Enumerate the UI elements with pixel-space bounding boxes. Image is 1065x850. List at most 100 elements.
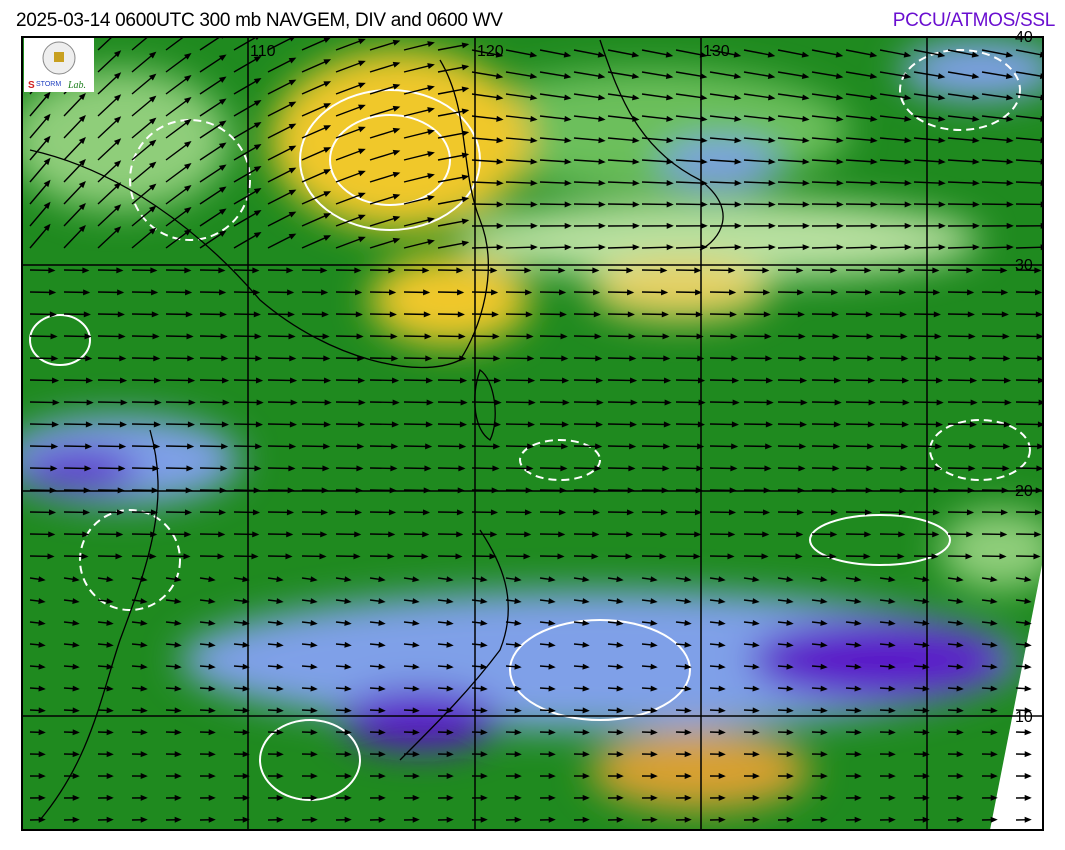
wind-vector-head [38,707,46,714]
wind-vector-head [116,509,125,516]
wind-vector-head [514,576,522,583]
wind-vector-head [455,553,463,560]
wind-vector-head [718,685,726,692]
wind-vector-head [82,531,90,538]
wind-vector-head [869,73,878,80]
wind-vector-head [990,641,998,648]
wind-vector-head [525,311,533,318]
wind-vector-head [355,289,363,296]
wind-vector-head [43,113,51,122]
wind-vector-head [956,773,964,780]
wind-vector-head [85,377,94,384]
wind-vector-head [51,443,59,450]
wind-vector-head [220,465,228,472]
wind-vector-head [496,201,504,208]
wind-vector-head [990,619,998,626]
wind-vector-head [412,751,420,758]
wind-vector-head [592,267,600,274]
wind-vector-head [990,794,998,801]
wind-vector-head [255,355,263,362]
wind-vector-head [616,663,624,670]
wind-vector-head [78,180,86,189]
wind-vector-head [697,443,705,450]
wind-vector-head [310,816,318,823]
wind-vector-head [140,663,148,670]
wind-vector-head [43,135,51,144]
wind-vector-head [344,598,352,605]
wind-vector-head [768,137,776,144]
wind-vector-head [38,751,46,758]
wind-vector-head [174,707,182,714]
wind-vector-head [391,377,400,384]
wind-vector-head [140,773,148,780]
wind-vector-head [1006,180,1014,187]
wind-vector-head [424,333,432,340]
wind-vector-head [801,51,810,58]
wind-vector-head [802,201,810,208]
wind-vector-head [321,311,329,318]
wind-vector-head [1004,399,1012,406]
wind-vector-head [140,794,148,801]
wind-vector-head [461,130,470,137]
wind-vector-head [632,94,640,101]
wind-vector-head [956,707,964,714]
wind-vector-head [344,707,352,714]
wind-vector-head [616,773,624,780]
wind-vector-head [870,244,878,251]
wind-vector-head [480,816,488,823]
wind-vector-head [174,576,182,583]
wind-vector-head [666,244,674,251]
wind-vector-head [496,137,504,144]
wind-vector-head [290,399,298,406]
wind-vector-head [255,443,263,450]
wind-vector-head [514,816,522,823]
wind-vector-head [870,222,878,229]
wind-vector-head [966,509,975,516]
wind-vector-head [820,663,828,670]
wind-vector-head [833,377,842,384]
wind-vector-head [253,100,262,107]
wind-vector-head [530,222,538,229]
wind-vector-head [392,127,401,134]
wind-vector-head [310,707,318,714]
wind-vector-head [650,598,658,605]
wind-vector-head [836,201,844,208]
wind-vector-head [650,729,658,736]
wind-vector-head [119,421,127,428]
wind-vector-head [391,421,399,428]
wind-vector-head [496,115,504,122]
wind-vector-head [665,51,674,58]
wind-vector-head [1034,509,1043,516]
wind-vector-head [344,663,352,670]
wind-vector-head [829,553,837,560]
wind-vector-head [752,816,760,823]
wind-vector-head [85,355,93,362]
wind-vector-head [762,267,770,274]
wind-vector-head [218,54,227,61]
wind-vector-head [752,794,760,801]
wind-vector-head [186,465,194,472]
wind-vector-head [866,333,874,340]
wind-vector-head [390,333,398,340]
wind-vector-head [1024,641,1032,648]
wind-vector-head [113,138,122,146]
wind-vector-head [1038,399,1043,406]
wind-vector-head [242,598,250,605]
wind-vector-head [901,377,910,384]
wind-vector-head [113,204,122,212]
wind-vector-head [459,443,467,450]
wind-vector-head [834,399,842,406]
wind-vector-head [718,773,726,780]
wind-vector-head [972,244,980,251]
wind-vector-head [150,31,155,35]
wind-vector-head [729,289,737,296]
wind-vector-head [768,201,776,208]
wind-vector-head [425,377,434,384]
wind-vector-head [496,244,504,251]
wind-vector-head [1024,751,1032,758]
wind-vector-head [990,707,998,714]
wind-vector-head [252,267,260,274]
wind-vector-head [616,707,624,714]
wind-vector-head [391,443,399,450]
wind-vector-head [287,311,295,318]
